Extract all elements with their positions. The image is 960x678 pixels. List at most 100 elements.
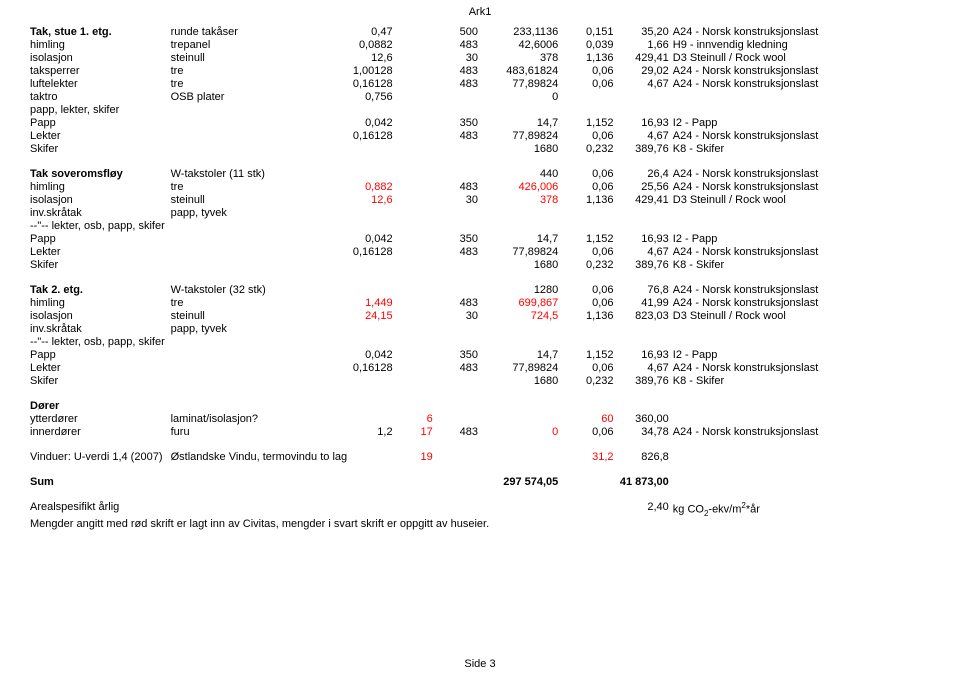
- cell: [435, 375, 480, 388]
- cell: 483: [435, 78, 480, 91]
- cell: 77,89824: [480, 362, 560, 375]
- cell: 41 873,00: [616, 476, 671, 489]
- cell: [480, 220, 560, 233]
- cell: Skifer: [28, 259, 169, 272]
- cell: 1,136: [560, 194, 615, 207]
- table-row: inv.skråtakpapp, tyvek: [28, 207, 932, 220]
- cell: [671, 413, 932, 426]
- cell: 1680: [480, 375, 560, 388]
- cell: [339, 323, 394, 336]
- table-row: Tak 2. etg.W-takstoler (32 stk)12800,067…: [28, 284, 932, 297]
- cell: [480, 336, 560, 349]
- cell: 699,867: [480, 297, 560, 310]
- cell: isolasjon: [28, 194, 169, 207]
- cell: 0,06: [560, 168, 615, 181]
- cell: [395, 39, 435, 52]
- areal-row: Arealspesifikt årlig2,40kg CO2-ekv/m2*år: [28, 501, 932, 518]
- cell: [395, 284, 435, 297]
- note-text: Mengder angitt med rød skrift er lagt in…: [28, 518, 932, 531]
- cell: 483: [435, 426, 480, 439]
- cell: 0,06: [560, 78, 615, 91]
- cell: [395, 336, 435, 349]
- table-row: himlingtre0,882483426,0060,0625,56A24 - …: [28, 181, 932, 194]
- cell: 297 574,05: [480, 476, 560, 489]
- cell: [671, 336, 932, 349]
- cell: --"-- lekter, osb, papp, skifer: [28, 220, 169, 233]
- cell: [339, 207, 394, 220]
- sheet-title: Ark1: [28, 6, 932, 18]
- cell: tre: [169, 65, 340, 78]
- cell: 350: [435, 117, 480, 130]
- cell: A24 - Norsk konstruksjonslast: [671, 284, 932, 297]
- cell: A24 - Norsk konstruksjonslast: [671, 78, 932, 91]
- table-row: Skifer16800,232389,76K8 - Skifer: [28, 259, 932, 272]
- cell: [339, 501, 394, 518]
- cell: 1,00128: [339, 65, 394, 78]
- cell: 29,02: [616, 65, 671, 78]
- cell: [339, 413, 394, 426]
- cell: K8 - Skifer: [671, 143, 932, 156]
- cell: Papp: [28, 349, 169, 362]
- cell: [339, 168, 394, 181]
- cell: [395, 349, 435, 362]
- cell: [395, 375, 435, 388]
- table-row: innerdørerfuru1,21748300,0634,78A24 - No…: [28, 426, 932, 439]
- cell: 14,7: [480, 349, 560, 362]
- cell: Tak soveromsfløy: [28, 168, 169, 181]
- cell: 350: [435, 233, 480, 246]
- table-row: himlingtre1,449483699,8670,0641,99A24 - …: [28, 297, 932, 310]
- cell: 19: [395, 451, 435, 464]
- cell: [395, 26, 435, 39]
- cell: [395, 476, 435, 489]
- cell: [395, 78, 435, 91]
- cell: 360,00: [616, 413, 671, 426]
- table-row: --"-- lekter, osb, papp, skifer: [28, 220, 932, 233]
- cell: 1280: [480, 284, 560, 297]
- cell: 24,15: [339, 310, 394, 323]
- cell: [616, 220, 671, 233]
- cell: A24 - Norsk konstruksjonslast: [671, 130, 932, 143]
- cell: Sum: [28, 476, 169, 489]
- section-title: Dører: [28, 400, 932, 413]
- cell: 0,06: [560, 246, 615, 259]
- cell: [671, 91, 932, 104]
- cell: [169, 259, 340, 272]
- cell: [616, 104, 671, 117]
- cell: inv.skråtak: [28, 323, 169, 336]
- cell: [395, 194, 435, 207]
- cell: D3 Steinull / Rock wool: [671, 52, 932, 65]
- cell: [435, 323, 480, 336]
- cell: [435, 284, 480, 297]
- cell: [395, 207, 435, 220]
- cell: 1,152: [560, 233, 615, 246]
- cell: [435, 501, 480, 518]
- cell: 389,76: [616, 375, 671, 388]
- cell: 0,042: [339, 349, 394, 362]
- cell: --"-- lekter, osb, papp, skifer: [28, 336, 169, 349]
- cell: Arealspesifikt årlig: [28, 501, 169, 518]
- cell: 1680: [480, 143, 560, 156]
- cell: [671, 451, 932, 464]
- cell: [560, 91, 615, 104]
- cell: 0,16128: [339, 362, 394, 375]
- cell: 31,2: [560, 451, 615, 464]
- cell: 0,06: [560, 426, 615, 439]
- cell: [435, 207, 480, 220]
- cell: 14,7: [480, 117, 560, 130]
- cell: 77,89824: [480, 78, 560, 91]
- cell: trepanel: [169, 39, 340, 52]
- cell: [671, 476, 932, 489]
- cell: 0,882: [339, 181, 394, 194]
- cell: A24 - Norsk konstruksjonslast: [671, 168, 932, 181]
- cell: [480, 501, 560, 518]
- cell: W-takstoler (32 stk): [169, 284, 340, 297]
- cell: 0,16128: [339, 246, 394, 259]
- cell: himling: [28, 297, 169, 310]
- cell: 0,232: [560, 143, 615, 156]
- cell: 483: [435, 130, 480, 143]
- cell: 4,67: [616, 362, 671, 375]
- cell: 16,93: [616, 349, 671, 362]
- cell: runde takåser: [169, 26, 340, 39]
- cell: K8 - Skifer: [671, 375, 932, 388]
- cell: 823,03: [616, 310, 671, 323]
